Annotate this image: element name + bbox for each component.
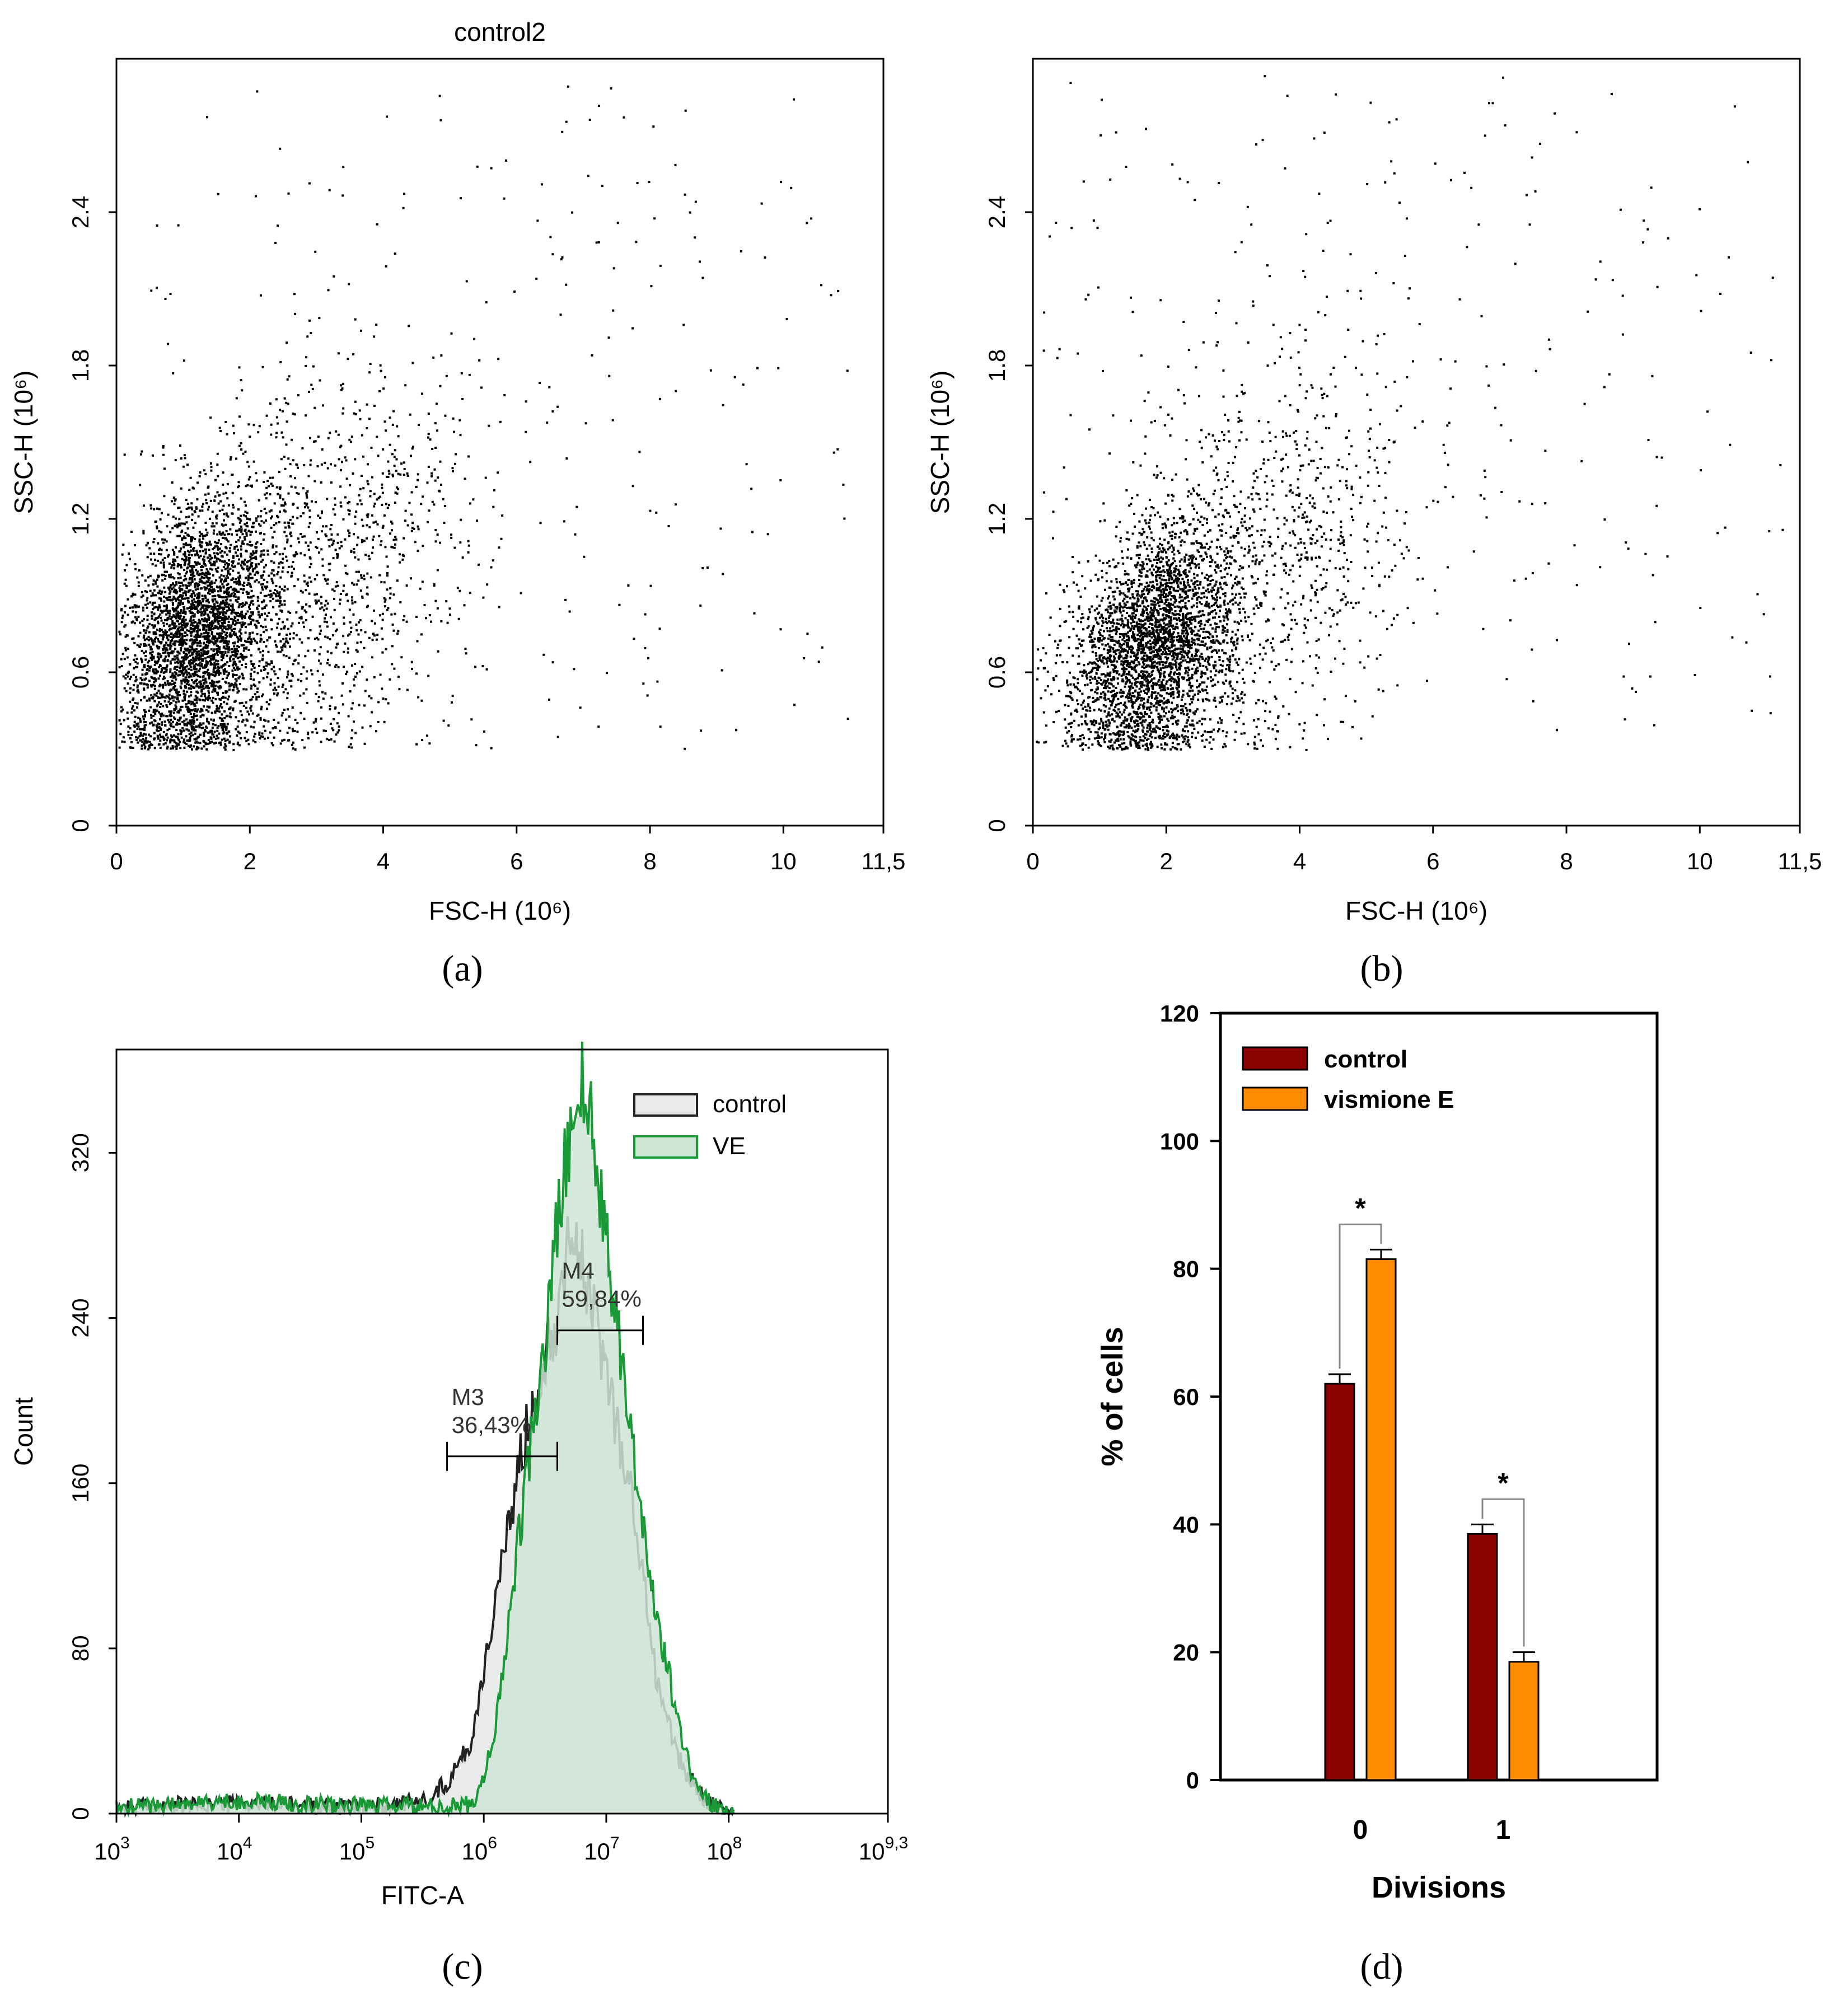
y-tick-label: 0.6 (984, 656, 1010, 688)
bar-vismione-E-1 (1508, 1661, 1540, 1781)
x-tick-label: 109,3 (859, 1834, 908, 1865)
plot-frame (115, 58, 885, 827)
x-tick-label: 1 (1496, 1815, 1511, 1845)
x-tick-label: 11,5 (1778, 848, 1822, 874)
panel-a-scatter: 0 2 4 6 8 10 11,5 0 0.6 1.2 1.8 2.4 FSC-H (10⁶) SSC-H… (9, 17, 905, 925)
y-axis-label: Count (9, 1397, 38, 1466)
chart-title: control2 (454, 17, 546, 46)
marker-percent-M4: 59,84% (562, 1286, 641, 1312)
legend-label-VE: VE (713, 1132, 746, 1160)
bar-control-1 (1467, 1533, 1498, 1781)
x-axis-label: FITC-A (381, 1881, 465, 1910)
x-axis-label: FSC-H (10⁶) (429, 896, 571, 925)
y-tick-label: 40 (1173, 1511, 1199, 1538)
plot-frame (115, 1048, 889, 1815)
series-area-VE (116, 1042, 734, 1814)
y-tick-label: 80 (67, 1636, 93, 1662)
x-tick-label: 4 (1293, 848, 1306, 874)
legend-swatch-control (1242, 1046, 1308, 1071)
legend-label-control: control (1324, 1046, 1407, 1073)
marker-name-M3: M3 (452, 1384, 484, 1410)
y-tick-label: 20 (1173, 1640, 1199, 1666)
y-tick-label: 100 (1160, 1128, 1199, 1154)
x-tick-label: 104 (217, 1834, 252, 1865)
x-tick-label: 8 (643, 848, 656, 874)
y-tick-label: 2.4 (67, 196, 93, 228)
y-tick-label: 0.6 (67, 656, 93, 688)
x-tick-label: 2 (244, 848, 256, 874)
legend-label-vismione-E: vismione E (1324, 1086, 1454, 1113)
x-tick-label: 6 (510, 848, 523, 874)
y-tick-label: 1.8 (67, 349, 93, 382)
significance-label: * (1498, 1467, 1509, 1498)
y-tick-label: 1.2 (984, 503, 1010, 535)
panel-a-caption: (a) (442, 948, 483, 989)
y-tick-label: 160 (67, 1464, 93, 1503)
x-tick-label: 105 (339, 1834, 375, 1865)
plot-frame (1219, 1011, 1659, 1782)
x-tick-label: 4 (377, 848, 390, 874)
series-line-VE (115, 1042, 735, 1818)
x-tick-label: 0 (110, 848, 123, 874)
x-tick-label: 8 (1560, 848, 1573, 874)
x-tick-label: 106 (461, 1834, 497, 1865)
y-tick-label: 60 (1173, 1384, 1199, 1410)
x-tick-label: 107 (584, 1834, 619, 1865)
x-tick-label: 10 (770, 848, 797, 874)
event-dots (1036, 75, 1784, 751)
y-tick-label: 120 (1160, 1000, 1199, 1027)
panel-d-bar-chart: 0 20 40 60 80 100 120 0 1 Divisions % of cells * * co… (1096, 1000, 1659, 1904)
panel-b-scatter: 0 2 4 6 8 10 11,5 0 0.6 1.2 1.8 2.4 FSC-H (10⁶) SSC-H… (925, 58, 1822, 925)
legend-label-control: control (713, 1090, 787, 1118)
legend-swatch-control (633, 1093, 698, 1117)
y-tick-label: 1.2 (67, 503, 93, 535)
bar-vismione-E-0 (1365, 1258, 1397, 1781)
marker-name-M4: M4 (562, 1258, 594, 1284)
panel-d-caption: (d) (1360, 1946, 1403, 1987)
bar-control-0 (1324, 1383, 1355, 1781)
y-tick-label: 240 (67, 1299, 93, 1338)
significance-bracket (1339, 1223, 1382, 1369)
panel-c-histogram: 103 104 105 106 107 108 109,3 0 80 160 240 320 FITC-… (9, 1042, 908, 1910)
marker-percent-M3: 36,43% (452, 1412, 531, 1438)
x-axis-label: Divisions (1372, 1871, 1506, 1904)
x-tick-label: 6 (1426, 848, 1439, 874)
y-axis-label: SSC-H (10⁶) (9, 371, 38, 514)
x-tick-label: 0 (1026, 848, 1039, 874)
x-tick-label: 103 (94, 1834, 129, 1865)
y-tick-label: 1.8 (984, 349, 1010, 382)
panel-c-caption: (c) (442, 1946, 483, 1987)
x-tick-label: 108 (707, 1834, 742, 1865)
significance-bracket (1481, 1498, 1525, 1647)
y-axis-label: SSC-H (10⁶) (925, 371, 955, 514)
y-tick-label: 0 (67, 819, 93, 832)
y-tick-label: 320 (67, 1133, 93, 1172)
y-axis-label: % of cells (1096, 1327, 1129, 1466)
y-tick-label: 2.4 (984, 196, 1010, 228)
y-tick-label: 0 (67, 1807, 93, 1820)
y-tick-label: 0 (1186, 1767, 1199, 1793)
x-tick-label: 10 (1687, 848, 1713, 874)
event-dots (118, 85, 849, 751)
x-axis-label: FSC-H (10⁶) (1345, 896, 1487, 925)
plot-frame (1032, 58, 1801, 827)
legend-swatch-vismione-E (1242, 1086, 1308, 1111)
x-tick-label: 0 (1353, 1815, 1368, 1845)
y-tick-label: 80 (1173, 1256, 1199, 1282)
y-tick-label: 0 (984, 819, 1010, 832)
legend-swatch-VE (633, 1135, 698, 1159)
x-tick-label: 2 (1160, 848, 1173, 874)
panel-b-caption: (b) (1360, 948, 1403, 989)
x-tick-label: 11,5 (862, 848, 906, 874)
significance-label: * (1355, 1192, 1366, 1224)
